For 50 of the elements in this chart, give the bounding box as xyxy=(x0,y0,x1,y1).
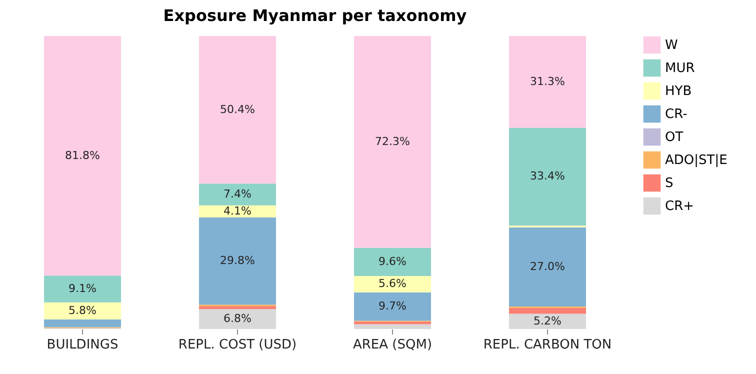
data-label: 7.4% xyxy=(224,188,252,201)
data-label: 9.1% xyxy=(68,282,96,296)
bar xyxy=(354,292,431,321)
bar xyxy=(199,36,276,184)
bar xyxy=(199,217,276,305)
bar xyxy=(199,184,276,206)
data-label: 72.3% xyxy=(375,134,410,148)
x-tick-label: REPL. COST (USD) xyxy=(178,338,297,352)
legend-label: S xyxy=(665,176,674,191)
bar xyxy=(509,128,586,226)
data-label: 9.6% xyxy=(378,254,406,268)
x-tick-label: BUILDINGS xyxy=(46,338,118,352)
bar xyxy=(354,248,431,276)
data-label: 31.3% xyxy=(530,74,565,88)
data-label: 9.7% xyxy=(378,300,406,313)
data-label: 33.4% xyxy=(530,170,565,183)
bar xyxy=(354,322,431,324)
data-label: 6.8% xyxy=(224,312,252,326)
bar xyxy=(509,227,586,306)
x-tick-label: AREA (SQM) xyxy=(352,338,432,352)
legend-label: MUR xyxy=(665,61,695,76)
bar xyxy=(44,302,121,320)
bar xyxy=(354,276,431,292)
bar xyxy=(199,205,276,218)
data-label: 29.8% xyxy=(220,254,255,268)
bar xyxy=(199,306,276,310)
bar xyxy=(354,324,431,329)
data-label: 5.6% xyxy=(378,277,406,290)
legend-label: OT xyxy=(665,130,684,145)
bar xyxy=(199,309,276,329)
bar xyxy=(509,36,586,128)
legend-label: W xyxy=(665,38,678,53)
data-label: 50.4% xyxy=(220,102,255,116)
bar xyxy=(509,314,586,329)
chart-title: Exposure Myanmar per taxonomy xyxy=(163,6,468,25)
data-label: 5.2% xyxy=(534,314,562,328)
bar xyxy=(44,276,121,302)
bar xyxy=(509,308,586,314)
legend-label: CR- xyxy=(665,107,688,122)
bar xyxy=(44,36,121,276)
bar xyxy=(354,36,431,248)
legend-label: ADO|ST|E xyxy=(665,153,728,168)
legend-label: HYB xyxy=(665,84,692,99)
x-tick-label: REPL. CARBON TON xyxy=(483,338,612,352)
bar xyxy=(44,319,121,328)
data-label: 81.8% xyxy=(65,148,100,162)
data-label: 27.0% xyxy=(530,260,565,273)
data-label: 5.8% xyxy=(68,304,96,317)
legend-label: CR+ xyxy=(665,199,694,214)
data-label: 4.1% xyxy=(224,204,252,218)
